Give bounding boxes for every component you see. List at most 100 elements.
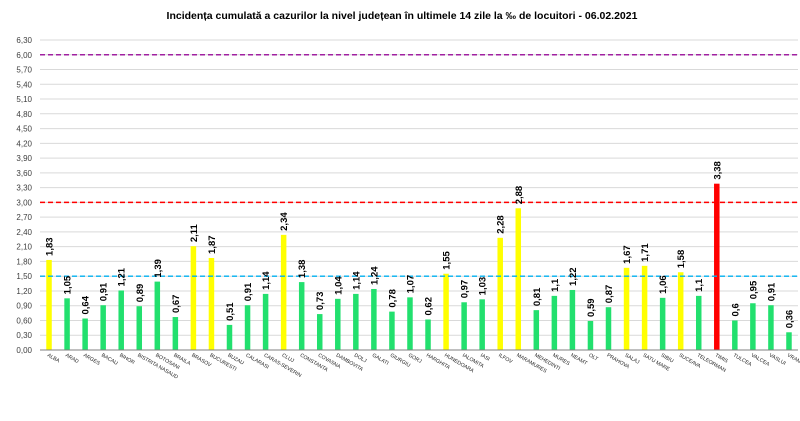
value-label: 1,22 [568, 267, 579, 286]
bar [244, 305, 251, 350]
x-tick-label: CLUJ [281, 353, 296, 365]
value-label: 1,83 [45, 237, 56, 256]
value-label: 2,88 [514, 186, 525, 205]
bar [371, 288, 377, 350]
y-tick-label: 6,30 [16, 36, 32, 45]
bar [64, 298, 70, 350]
value-label: 0,36 [784, 310, 795, 329]
bar [443, 273, 449, 350]
value-label: 0,67 [171, 295, 182, 314]
bar [714, 183, 720, 350]
y-tick-label: 0,30 [16, 331, 32, 340]
bar [100, 305, 106, 350]
y-tick-label: 2,40 [16, 228, 32, 237]
value-label: 1,21 [117, 267, 128, 286]
y-tick-label: 1,50 [16, 272, 32, 281]
y-tick-label: 3,00 [16, 198, 32, 207]
value-label: 0,78 [387, 289, 398, 308]
bar [353, 293, 359, 350]
x-tick-label: IASI [479, 353, 490, 363]
value-label: 1,24 [369, 266, 380, 285]
y-tick-label: 5,70 [16, 66, 32, 75]
bar [46, 259, 52, 350]
bar [515, 208, 522, 350]
bar [750, 303, 756, 350]
y-tick-label: 5,40 [16, 80, 32, 89]
bar [190, 246, 197, 350]
y-tick-label: 0,00 [16, 346, 32, 355]
bar [316, 314, 323, 350]
y-tick-label: 1,80 [16, 257, 32, 266]
bar [623, 267, 630, 350]
value-label: 0,59 [586, 298, 597, 317]
y-tick-label: 3,30 [16, 184, 32, 193]
y-tick-label: 4,80 [16, 110, 32, 119]
value-label: 1,55 [442, 251, 453, 270]
bar [569, 289, 576, 350]
bar [732, 320, 738, 350]
y-tick-label: 3,60 [16, 169, 32, 178]
x-tick-label: BIHOR [118, 353, 135, 367]
value-label: 0,91 [99, 282, 110, 301]
value-labels: 1,83 1,05 0,64 0,91 1,21 0,89 1,39 0,67 2,11 1,87… [45, 161, 796, 328]
value-label: 2,34 [279, 212, 290, 231]
y-tick-label: 6,00 [16, 51, 32, 60]
value-label: 1,05 [63, 275, 74, 294]
bar [208, 257, 215, 350]
value-label: 1,03 [478, 277, 489, 296]
x-tick-label: TULCEA [732, 353, 753, 369]
bar [335, 298, 341, 350]
x-axis-ticks: ALBA ARAD ARGES BACAU BIHOR BISTRITA NASAUDBO… [46, 353, 800, 381]
value-label: 1,38 [297, 260, 308, 279]
bar [768, 305, 774, 350]
y-tick-label: 4,50 [16, 125, 32, 134]
x-tick-label: ARAD [64, 353, 80, 366]
value-label: 0,64 [81, 295, 92, 314]
value-label: 0,91 [243, 282, 254, 301]
value-label: 1,1 [694, 278, 705, 292]
value-label: 0,51 [225, 302, 236, 321]
bar [280, 234, 287, 350]
x-tick-label: NEAMT [569, 353, 588, 368]
bar [659, 297, 666, 350]
y-tick-label: 1,20 [16, 287, 32, 296]
x-tick-label: ARGES [82, 353, 101, 368]
value-label: 0,73 [315, 292, 326, 311]
x-tick-label: GALATI [371, 353, 390, 367]
value-label: 3,38 [712, 161, 723, 180]
bar [262, 293, 269, 350]
bar [533, 310, 540, 350]
bar [226, 324, 233, 350]
value-label: 1,06 [658, 275, 669, 294]
bar [154, 281, 161, 350]
y-tick-label: 2,10 [16, 243, 32, 252]
bar [389, 311, 395, 350]
bar [605, 307, 612, 350]
value-label: 0,97 [460, 280, 471, 299]
value-label: 2,11 [189, 223, 200, 242]
bar [407, 297, 413, 350]
grid-layer [40, 39, 798, 351]
y-tick-label: 3,90 [16, 154, 32, 163]
y-axis-ticks: 0,00 0,30 0,60 0,90 1,20 1,50 1,80 2,10 2,40 2,70… [16, 36, 32, 355]
value-label: 1,14 [351, 271, 362, 290]
bar [118, 290, 124, 350]
value-label: 1,04 [333, 276, 344, 295]
value-label: 1,58 [676, 250, 687, 269]
value-label: 0,6 [730, 303, 741, 316]
bar [425, 319, 431, 350]
x-tick-label: BACAU [100, 353, 119, 367]
y-tick-label: 0,60 [16, 316, 32, 325]
value-label: 1,07 [405, 275, 416, 294]
value-label: 1,67 [622, 245, 633, 264]
bar-series [46, 183, 792, 350]
x-tick-label: ILFOV [497, 353, 513, 366]
bar [677, 272, 684, 350]
bar [461, 302, 467, 350]
bar [136, 306, 143, 350]
bar [695, 295, 702, 350]
bar [497, 237, 503, 350]
value-label: 1,1 [550, 278, 561, 292]
